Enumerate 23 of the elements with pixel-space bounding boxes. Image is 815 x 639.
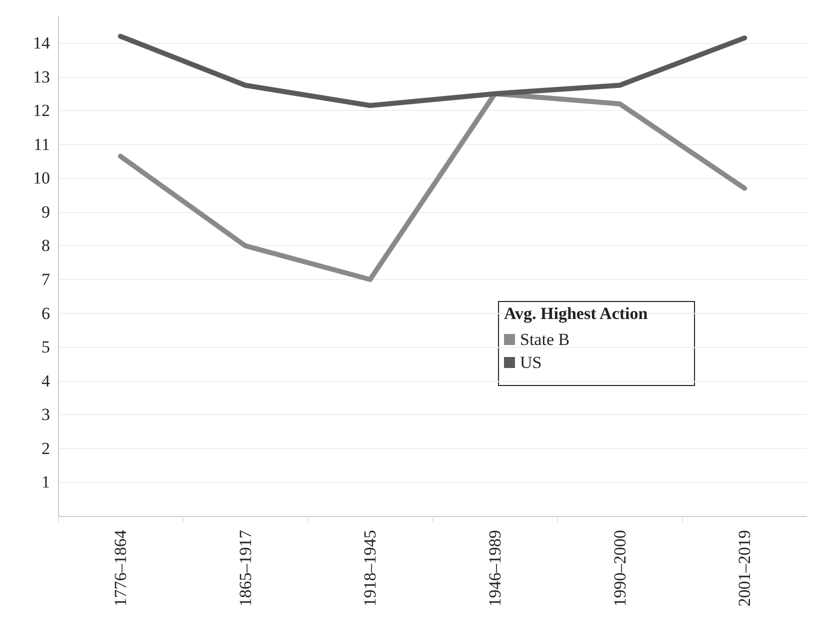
- y-tick-label: 7: [42, 270, 50, 290]
- y-tick-label: 3: [42, 405, 50, 424]
- y-tick-label: 6: [42, 304, 50, 323]
- y-tick-label: 13: [33, 67, 50, 86]
- x-tick-label: 1946–1989: [485, 530, 504, 606]
- y-tick-label: 11: [34, 134, 50, 154]
- x-tick-label: 1865–1917: [236, 530, 255, 606]
- y-tick-label: 2: [42, 438, 50, 458]
- legend-label: US: [520, 353, 542, 372]
- y-tick-label: 9: [42, 202, 50, 222]
- y-tick-label: 10: [33, 168, 50, 188]
- y-tick-label: 8: [42, 236, 50, 256]
- x-tick-label: 1776–1864: [110, 530, 130, 606]
- x-tick-label: 1918–1945: [360, 530, 380, 606]
- y-tick-label: 1: [42, 472, 50, 492]
- x-tick-label: 2001–2019: [735, 530, 754, 606]
- legend-title: Avg. Highest Action: [504, 304, 648, 323]
- x-tick-label: 1990–2000: [610, 530, 630, 606]
- y-tick-label: 4: [42, 371, 50, 390]
- y-tick-label: 5: [42, 338, 50, 357]
- y-tick-label: 12: [33, 101, 50, 120]
- legend-label: State B: [520, 330, 570, 349]
- y-tick-label: 14: [33, 34, 50, 53]
